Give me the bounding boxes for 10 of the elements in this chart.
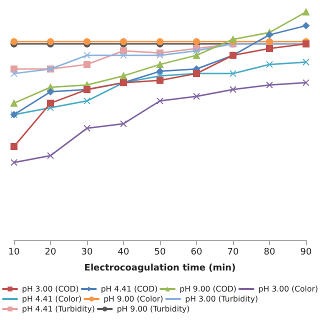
x-tick-label: 80 bbox=[264, 248, 276, 258]
x-tick-label: 70 bbox=[227, 248, 239, 258]
x-tick-label: 20 bbox=[44, 248, 56, 258]
x-tick-label: 90 bbox=[300, 248, 312, 258]
x-tick-label: 40 bbox=[118, 248, 130, 258]
x-tick-label: 30 bbox=[81, 248, 93, 258]
x-tick-label: 50 bbox=[154, 248, 166, 258]
x-tick-label: 60 bbox=[190, 248, 202, 258]
x-tick-label: 10 bbox=[8, 248, 20, 258]
x-axis-title: Electrocoagulation time (min) bbox=[84, 264, 236, 274]
